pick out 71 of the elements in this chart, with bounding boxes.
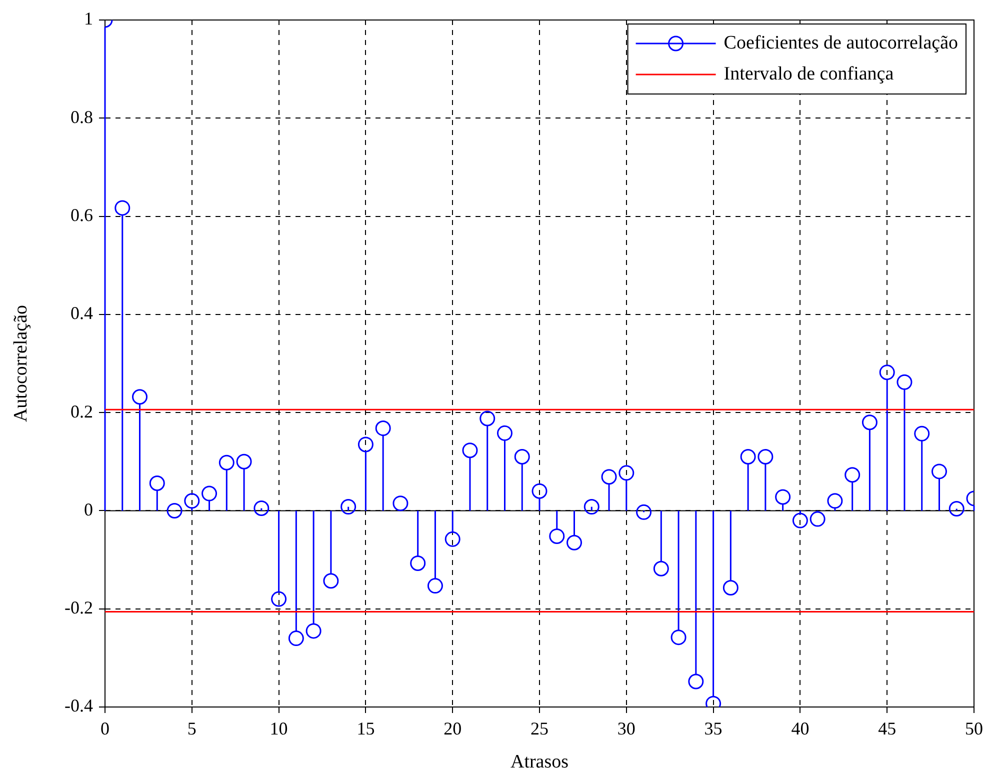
point [584,499,600,515]
y-tick-label: 0.8 [70,106,93,127]
x-tick-label: 35 [704,718,722,739]
x-tick-label: 10 [270,718,288,739]
y-tick-label: 0.4 [70,303,93,324]
x-tick-label: 45 [878,718,896,739]
point [427,578,443,594]
point [810,511,826,527]
point [306,623,322,639]
point [758,448,774,464]
point [549,528,565,544]
point [775,489,791,505]
x-axis-title: Atrasos [510,752,569,773]
x-tick-label: 50 [965,718,983,739]
point [184,493,200,509]
point [149,475,165,491]
y-tick-label: 1 [84,8,93,29]
point [323,573,339,589]
point [532,483,548,499]
point [948,501,964,516]
x-tick-label: 40 [791,718,810,739]
point [218,454,234,470]
point [862,414,878,430]
legend-label: Intervalo de confiança [724,63,894,84]
y-tick-label: -0.2 [64,598,93,618]
point [254,500,270,516]
point [114,200,130,216]
point [288,630,304,646]
point [688,674,704,690]
point [392,496,408,512]
point [566,534,582,550]
x-tick-label: 5 [187,718,196,739]
point [914,426,930,442]
x-tick-label: 20 [444,718,462,739]
y-axis-title: Autocorrelação [10,304,32,422]
x-tick-label: 0 [100,718,110,739]
point [931,464,947,480]
point [844,467,860,483]
point [462,442,478,458]
point [236,454,252,470]
point [375,420,391,436]
y-tick-label: 0.2 [70,401,93,422]
point [618,465,634,481]
x-tick-label: 30 [617,718,636,739]
point [740,448,756,464]
point [670,630,686,646]
point [514,448,530,464]
point [653,560,669,576]
point [340,499,356,515]
legend-label: Coeficientes de autocorrelação [724,32,958,54]
point [410,555,426,571]
point [722,580,738,596]
point [636,504,652,520]
point [358,436,374,452]
point [166,502,182,518]
x-tick-label: 15 [356,718,375,739]
point [480,410,496,426]
point [792,512,808,528]
y-tick-label: -0.4 [64,696,93,716]
point [271,591,287,607]
point [896,374,912,390]
point [601,469,617,485]
point [496,425,512,441]
x-tick-label: 25 [530,718,548,739]
point [444,531,460,547]
point [202,486,218,502]
point [879,364,895,380]
y-tick-label: 0.6 [70,205,93,226]
y-tick-label: 0 [84,499,93,520]
point [827,493,843,509]
point [132,389,148,405]
